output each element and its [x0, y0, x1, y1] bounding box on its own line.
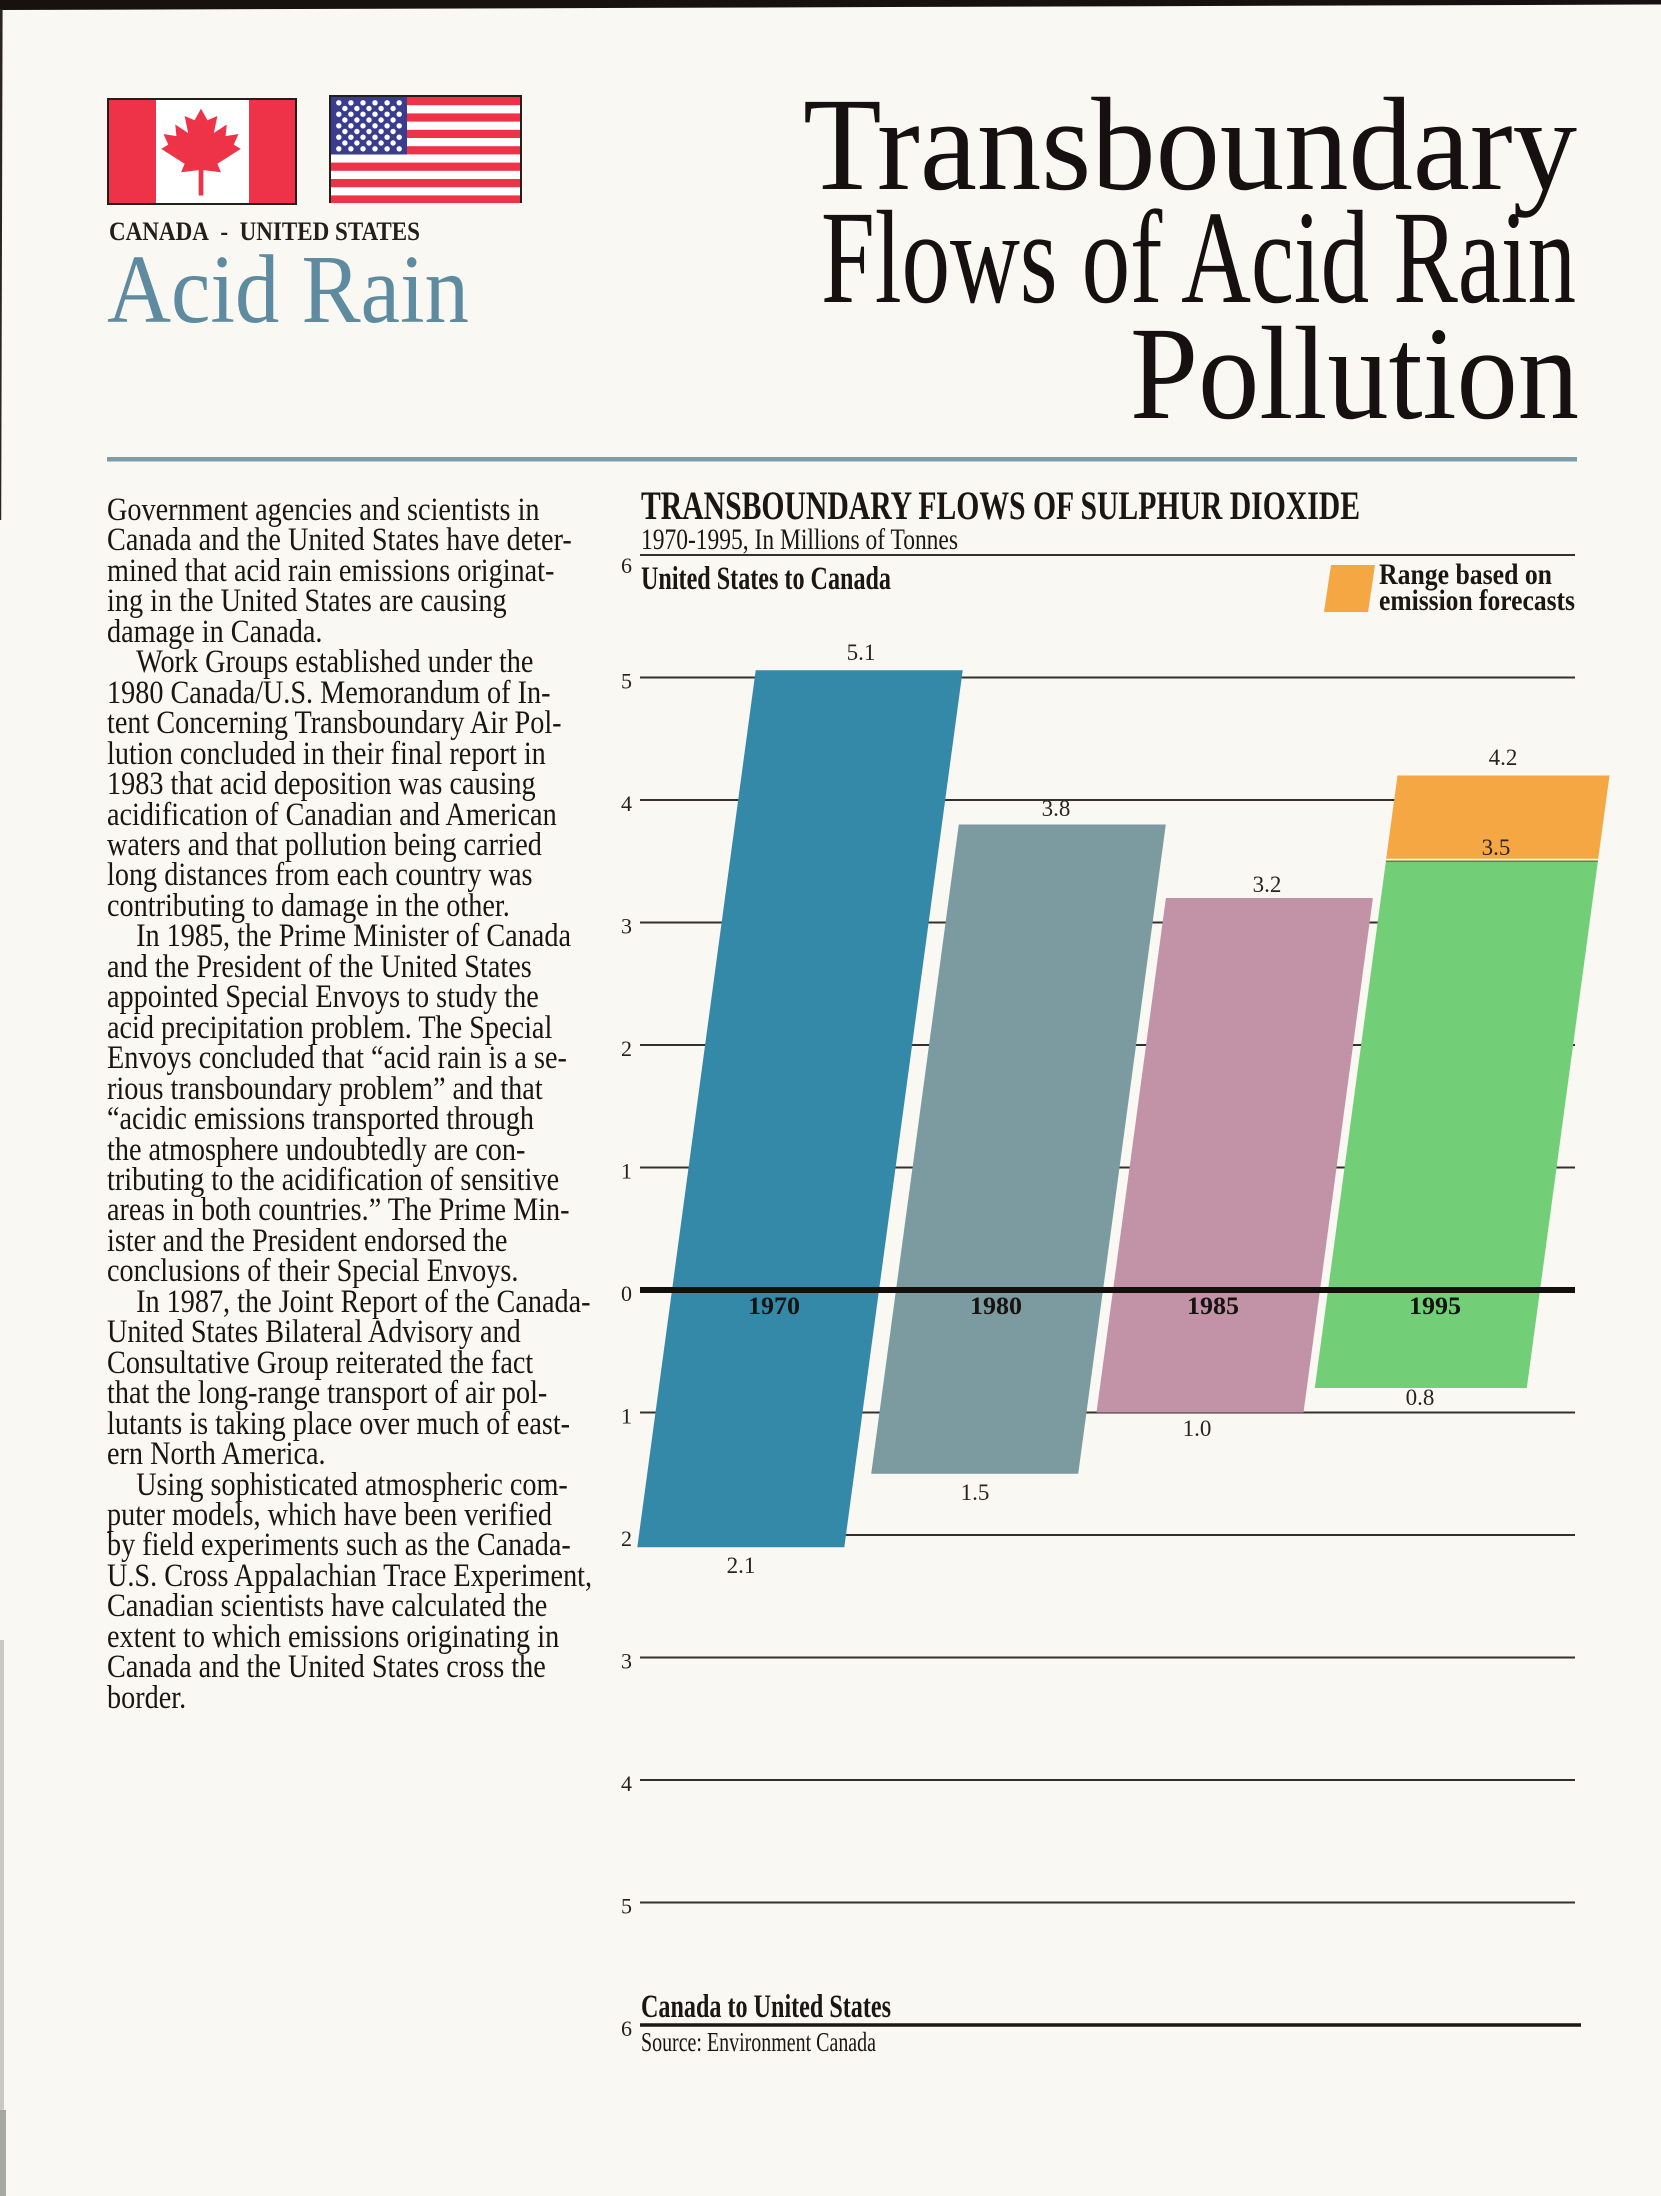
svg-text:emission forecasts: emission forecasts — [1379, 584, 1575, 617]
svg-text:4: 4 — [621, 791, 632, 816]
svg-text:3: 3 — [621, 1649, 632, 1674]
svg-text:5: 5 — [621, 1894, 632, 1919]
svg-text:1970-1995, In Millions of Tonn: 1970-1995, In Millions of Tonnes — [641, 523, 958, 556]
svg-text:1995: 1995 — [1409, 1293, 1461, 1320]
svg-text:3.5: 3.5 — [1482, 835, 1511, 860]
svg-text:6: 6 — [621, 553, 632, 578]
svg-text:Range based on: Range based on — [1379, 558, 1552, 591]
svg-text:3: 3 — [621, 914, 632, 939]
svg-text:6: 6 — [621, 2016, 632, 2041]
svg-text:TRANSBOUNDARY FLOWS OF SULPHUR: TRANSBOUNDARY FLOWS OF SULPHUR DIOXIDE — [641, 483, 1360, 528]
svg-text:CANADA - UNITED STATES: CANADA - UNITED STATES — [109, 217, 420, 246]
svg-text:Acid Rain: Acid Rain — [107, 236, 469, 343]
svg-text:Canada to United States: Canada to United States — [641, 1989, 891, 2025]
svg-text:1: 1 — [621, 1159, 632, 1184]
svg-text:2: 2 — [621, 1036, 632, 1061]
svg-text:2.1: 2.1 — [727, 1553, 756, 1578]
svg-text:1.5: 1.5 — [961, 1480, 990, 1505]
svg-text:3.2: 3.2 — [1253, 872, 1282, 897]
svg-text:4: 4 — [621, 1771, 632, 1796]
svg-text:5: 5 — [621, 669, 632, 694]
svg-text:Pollution: Pollution — [1130, 299, 1579, 447]
svg-text:1980: 1980 — [970, 1293, 1022, 1320]
svg-text:5.1: 5.1 — [847, 640, 876, 665]
svg-text:0.8: 0.8 — [1406, 1385, 1435, 1410]
svg-text:1: 1 — [621, 1404, 632, 1429]
svg-text:Source: Environment Canada: Source: Environment Canada — [641, 2027, 876, 2057]
svg-text:Flows of Acid Rain: Flows of Acid Rain — [821, 183, 1576, 331]
svg-text:3.8: 3.8 — [1042, 796, 1071, 821]
svg-text:0: 0 — [621, 1281, 632, 1306]
svg-text:1985: 1985 — [1187, 1293, 1239, 1320]
svg-text:1.0: 1.0 — [1183, 1416, 1212, 1441]
svg-text:United States to Canada: United States to Canada — [641, 561, 891, 597]
svg-text:4.2: 4.2 — [1489, 745, 1518, 770]
svg-text:1970: 1970 — [748, 1293, 800, 1320]
svg-text:2: 2 — [621, 1526, 632, 1551]
svg-text:Transboundary: Transboundary — [803, 70, 1577, 218]
